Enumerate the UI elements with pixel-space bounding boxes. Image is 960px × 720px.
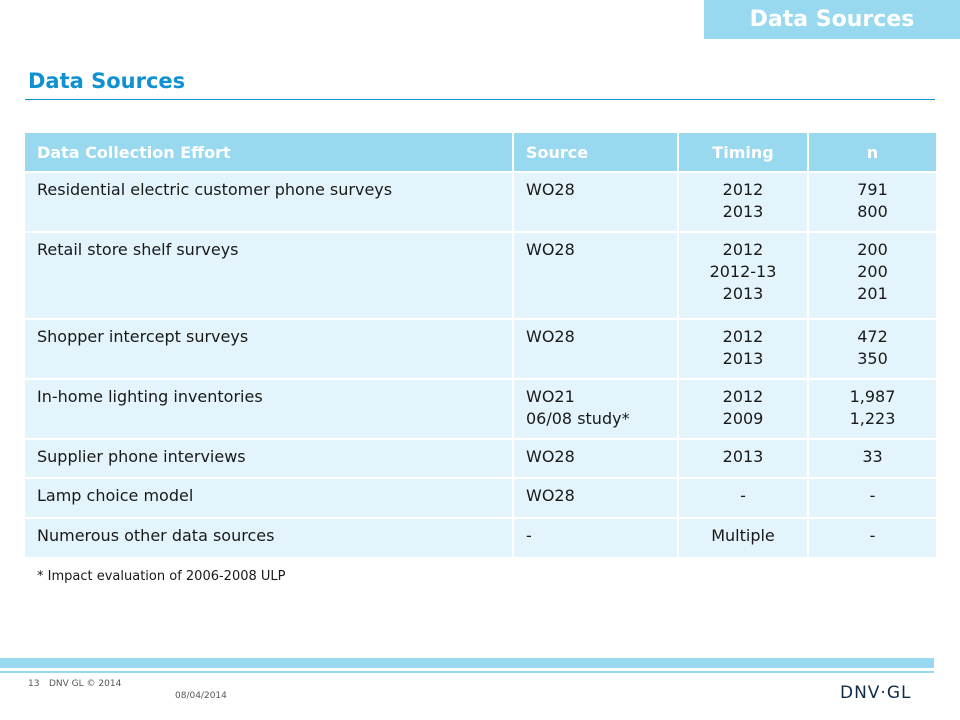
column-header-n: n xyxy=(808,133,936,173)
cell-timing: - xyxy=(678,478,809,519)
footer-band-line xyxy=(0,671,934,673)
cell-timing: 2012 2013 xyxy=(678,172,809,233)
cell-timing: 2012 2013 xyxy=(678,319,809,380)
data-sources-table: Data Collection Effort Source Timing n R… xyxy=(25,133,936,559)
cell-source: - xyxy=(513,518,679,559)
cell-effort: Retail store shelf surveys xyxy=(25,232,514,320)
footnote: * Impact evaluation of 2006-2008 ULP xyxy=(37,569,286,584)
column-header-effort: Data Collection Effort xyxy=(25,133,514,173)
cell-n: - xyxy=(808,518,936,559)
table-row: Shopper intercept surveys WO28 2012 2013… xyxy=(25,319,936,380)
cell-source: WO21 06/08 study* xyxy=(513,379,679,440)
cell-timing: Multiple xyxy=(678,518,809,559)
cell-source: WO28 xyxy=(513,232,679,320)
table-row: In-home lighting inventories WO21 06/08 … xyxy=(25,379,936,440)
cell-source: WO28 xyxy=(513,172,679,233)
cell-n: 472 350 xyxy=(808,319,936,380)
table-row: Retail store shelf surveys WO28 2012 201… xyxy=(25,232,936,320)
cell-effort: Lamp choice model xyxy=(25,478,514,519)
cell-n: 791 800 xyxy=(808,172,936,233)
cell-effort: Numerous other data sources xyxy=(25,518,514,559)
cell-effort: In-home lighting inventories xyxy=(25,379,514,440)
cell-n: - xyxy=(808,478,936,519)
title-divider xyxy=(25,99,935,100)
cell-effort: Supplier phone interviews xyxy=(25,439,514,479)
copyright-text: DNV GL © 2014 xyxy=(49,679,122,689)
cell-n: 33 xyxy=(808,439,936,479)
page-number: 13 xyxy=(28,679,40,689)
cell-timing: 2012 2012-13 2013 xyxy=(678,232,809,320)
table-row: Numerous other data sources - Multiple - xyxy=(25,518,936,559)
cell-timing: 2012 2009 xyxy=(678,379,809,440)
page-title: Data Sources xyxy=(28,69,186,93)
cell-source: WO28 xyxy=(513,319,679,380)
cell-effort: Shopper intercept surveys xyxy=(25,319,514,380)
section-tab: Data Sources xyxy=(704,0,960,39)
cell-source: WO28 xyxy=(513,478,679,519)
cell-n: 200 200 201 xyxy=(808,232,936,320)
footer-date: 08/04/2014 xyxy=(175,691,227,701)
column-header-timing: Timing xyxy=(678,133,809,173)
table-header-row: Data Collection Effort Source Timing n xyxy=(25,133,936,173)
cell-timing: 2013 xyxy=(678,439,809,479)
footer-band xyxy=(0,658,934,668)
logo-text: DNV·GL xyxy=(840,683,912,703)
column-header-source: Source xyxy=(513,133,679,173)
table-row: Lamp choice model WO28 - - xyxy=(25,478,936,519)
table-row: Supplier phone interviews WO28 2013 33 xyxy=(25,439,936,479)
dnv-gl-logo: DNV·GL xyxy=(840,683,912,703)
cell-n: 1,987 1,223 xyxy=(808,379,936,440)
cell-source: WO28 xyxy=(513,439,679,479)
table-row: Residential electric customer phone surv… xyxy=(25,172,936,233)
cell-effort: Residential electric customer phone surv… xyxy=(25,172,514,233)
